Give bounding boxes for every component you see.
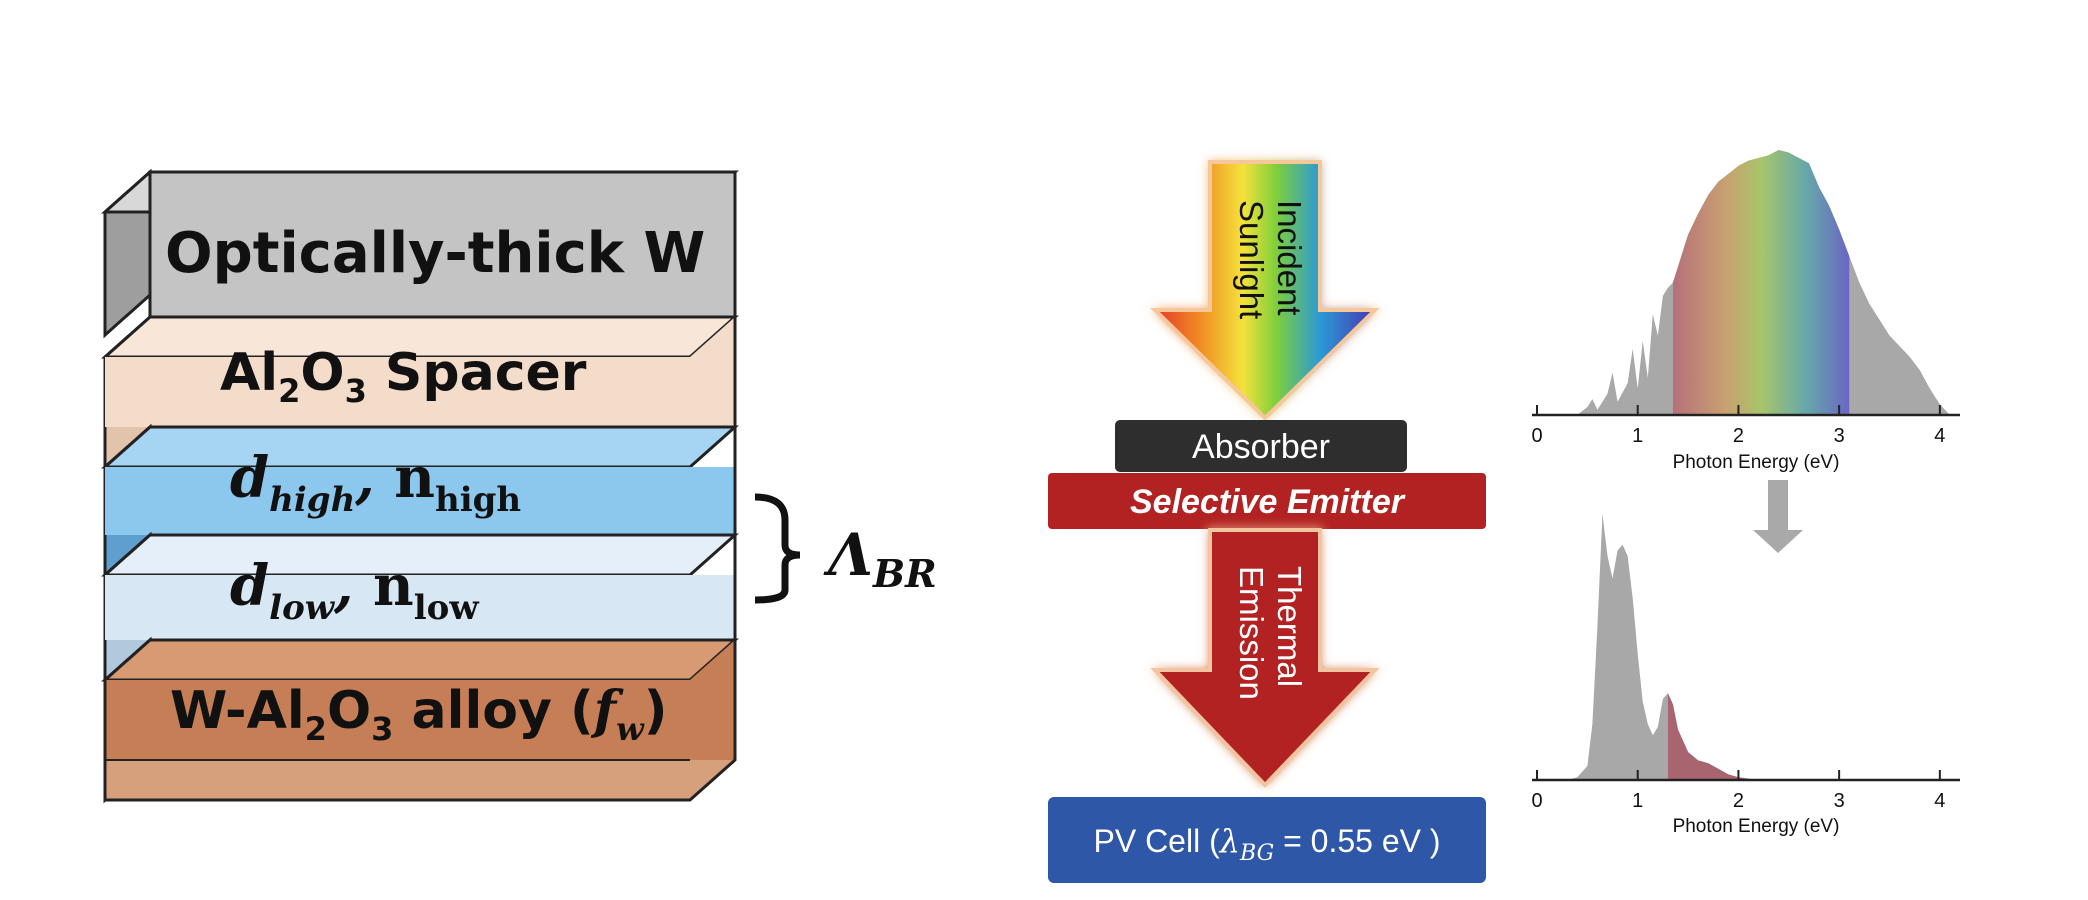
layer-label-high: dhigh, nhigh xyxy=(230,445,521,520)
incident-sunlight-arrow: Sunlight Incident xyxy=(1150,160,1380,421)
pv-cell-block: PV Cell (λBG = 0.55 eV ) xyxy=(1048,797,1486,883)
x-tick-label: 3 xyxy=(1834,425,1845,447)
layer-high-index: dhigh, nhigh xyxy=(101,423,739,579)
layer-label-low: dlow, nlow xyxy=(230,553,479,628)
spectrum-area-fill xyxy=(1537,514,1950,780)
emission-spectrum-chart: 0 1 2 3 4 Photon Energy (eV) xyxy=(1531,514,1960,837)
pv-cell-label: PV Cell (λBG = 0.55 eV ) xyxy=(1093,822,1440,866)
chart2-ticks: 0 1 2 3 4 xyxy=(1531,770,1945,812)
multilayer-stack: Optically-thick W Al2O3 Spacer dhigh, nh… xyxy=(101,168,937,804)
x-tick-label: 2 xyxy=(1733,790,1744,812)
emitter-label: Selective Emitter xyxy=(1130,483,1406,521)
x-tick-label: 2 xyxy=(1733,425,1744,447)
incident-label-line1: Sunlight xyxy=(1233,200,1270,319)
x-tick-label: 1 xyxy=(1632,790,1643,812)
spectrum-highlight-band xyxy=(1672,150,1850,415)
conversion-arrow xyxy=(1753,480,1803,553)
incident-label-line2: Incident xyxy=(1271,200,1308,316)
absorber-block: Absorber xyxy=(1115,420,1407,472)
layer-low-index: dlow, nlow xyxy=(101,531,739,684)
solar-spectrum-chart: 0 1 2 3 4 Photon Energy (eV) xyxy=(1531,150,1960,473)
chart2-x-label: Photon Energy (eV) xyxy=(1673,816,1840,837)
chart1-x-label: Photon Energy (eV) xyxy=(1673,452,1840,473)
thermal-emission-arrow: Thermal Emission xyxy=(1150,528,1380,788)
bragg-brace: ΛBR xyxy=(754,493,937,604)
selective-emitter-block: Selective Emitter xyxy=(1048,473,1486,529)
emission-spectrum-area xyxy=(1537,514,1950,780)
energy-flow: Sunlight Incident Absorber Selective Emi… xyxy=(1048,160,1486,883)
layer-label-w: Optically-thick W xyxy=(165,221,705,286)
layer-tungsten: Optically-thick W xyxy=(101,168,739,339)
x-tick-label: 4 xyxy=(1934,790,1945,812)
chart1-ticks: 0 1 2 3 4 xyxy=(1531,405,1945,447)
x-tick-label: 3 xyxy=(1834,790,1845,812)
x-tick-label: 0 xyxy=(1531,425,1542,447)
spectrum-highlight-band xyxy=(1667,514,1759,780)
x-tick-label: 1 xyxy=(1632,425,1643,447)
layer-label-alloy: W-Al2O3 alloy (fw) xyxy=(170,680,667,748)
layer-spacer: Al2O3 Spacer xyxy=(101,313,739,471)
thermal-label-line1: Thermal xyxy=(1271,566,1308,687)
solar-spectrum-area xyxy=(1537,150,1950,415)
layer-alloy: W-Al2O3 alloy (fw) xyxy=(101,636,739,804)
absorber-label: Absorber xyxy=(1192,428,1330,466)
x-tick-label: 4 xyxy=(1934,425,1945,447)
layer-label-spacer: Al2O3 Spacer xyxy=(220,343,587,410)
bragg-period-label: ΛBR xyxy=(823,521,937,596)
x-tick-label: 0 xyxy=(1531,790,1542,812)
thermal-label-line2: Emission xyxy=(1233,566,1270,700)
